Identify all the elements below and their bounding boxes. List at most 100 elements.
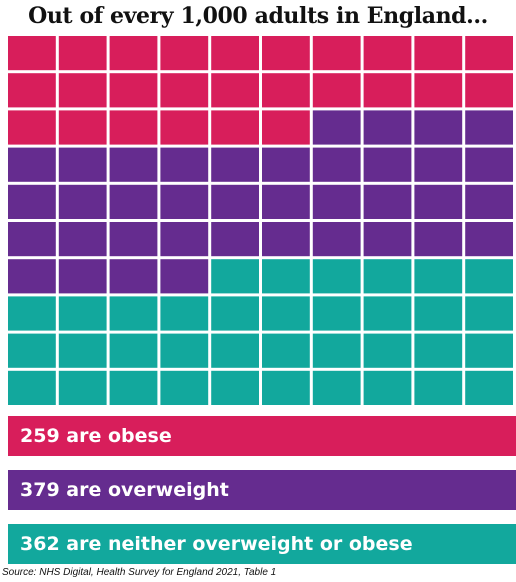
waffle-cell [58, 333, 107, 368]
waffle-cell [465, 110, 513, 145]
waffle-cell [465, 296, 513, 331]
waffle-cell [160, 259, 209, 294]
waffle-cell [363, 184, 412, 219]
waffle-cell [363, 110, 412, 145]
waffle-cell [109, 147, 158, 182]
waffle-cell [109, 259, 158, 294]
waffle-cell [109, 370, 158, 405]
waffle-cell [211, 370, 259, 405]
source-note: Source: NHS Digital, Health Survey for E… [2, 567, 277, 578]
waffle-cell [109, 73, 158, 108]
waffle-cell [465, 147, 513, 182]
waffle-cell [465, 36, 513, 71]
waffle-cell [414, 73, 463, 108]
waffle-cell [8, 36, 56, 71]
waffle-cell [58, 259, 107, 294]
waffle-cell [211, 147, 259, 182]
waffle-cell [109, 184, 158, 219]
waffle-cell [211, 36, 259, 71]
waffle-cell [312, 370, 361, 405]
waffle-cell [465, 259, 513, 294]
waffle-cell [363, 222, 412, 257]
waffle-cell [160, 370, 209, 405]
waffle-cell [211, 259, 259, 294]
waffle-cell [211, 184, 259, 219]
waffle-cell [109, 110, 158, 145]
waffle-cell [363, 73, 412, 108]
waffle-cell [211, 222, 259, 257]
waffle-cell [8, 147, 56, 182]
waffle-cell [465, 73, 513, 108]
waffle-cell [262, 36, 310, 71]
waffle-cell [414, 36, 463, 71]
waffle-cell [109, 36, 158, 71]
waffle-cell [414, 296, 463, 331]
waffle-cell [363, 333, 412, 368]
waffle-cell [414, 184, 463, 219]
waffle-cell [262, 333, 310, 368]
waffle-cell [465, 184, 513, 219]
waffle-cell [8, 110, 56, 145]
waffle-cell [8, 184, 56, 219]
waffle-cell [160, 36, 209, 71]
waffle-cell [160, 147, 209, 182]
waffle-cell [160, 222, 209, 257]
waffle-cell [58, 184, 107, 219]
waffle-cell [414, 222, 463, 257]
waffle-cell [465, 222, 513, 257]
waffle-cell [160, 73, 209, 108]
waffle-cell [8, 73, 56, 108]
waffle-cell [109, 222, 158, 257]
waffle-cell [8, 222, 56, 257]
waffle-cell [262, 184, 310, 219]
waffle-cell [312, 296, 361, 331]
waffle-cell [58, 36, 107, 71]
waffle-cell [262, 110, 310, 145]
waffle-cell [262, 73, 310, 108]
waffle-cell [262, 370, 310, 405]
waffle-cell [160, 184, 209, 219]
waffle-cell [58, 73, 107, 108]
waffle-cell [211, 73, 259, 108]
waffle-cell [465, 370, 513, 405]
waffle-cell [8, 370, 56, 405]
waffle-cell [262, 222, 310, 257]
waffle-cell [414, 259, 463, 294]
waffle-cell [58, 370, 107, 405]
waffle-cell [58, 110, 107, 145]
waffle-cell [312, 110, 361, 145]
waffle-cell [414, 110, 463, 145]
waffle-cell [262, 259, 310, 294]
legend-neither: 362 are neither overweight or obese [8, 524, 516, 564]
waffle-cell [58, 296, 107, 331]
waffle-cell [8, 259, 56, 294]
waffle-cell [8, 333, 56, 368]
waffle-cell [363, 296, 412, 331]
waffle-cell [312, 147, 361, 182]
waffle-cell [414, 333, 463, 368]
waffle-cell [160, 333, 209, 368]
waffle-cell [160, 110, 209, 145]
waffle-cell [262, 296, 310, 331]
waffle-cell [211, 333, 259, 368]
waffle-cell [211, 296, 259, 331]
waffle-cell [109, 333, 158, 368]
waffle-cell [8, 296, 56, 331]
waffle-cell [312, 184, 361, 219]
waffle-cell [414, 370, 463, 405]
waffle-cell [312, 259, 361, 294]
legend-overweight: 379 are overweight [8, 470, 516, 510]
waffle-cell [363, 370, 412, 405]
waffle-cell [363, 259, 412, 294]
waffle-cell [58, 222, 107, 257]
waffle-cell [312, 222, 361, 257]
legend-obese: 259 are obese [8, 416, 516, 456]
waffle-cell [211, 110, 259, 145]
waffle-cell [312, 36, 361, 71]
waffle-cell [262, 147, 310, 182]
waffle-cell [414, 147, 463, 182]
waffle-cell [465, 333, 513, 368]
waffle-cell [363, 147, 412, 182]
waffle-cell [58, 147, 107, 182]
waffle-grid [8, 36, 513, 405]
